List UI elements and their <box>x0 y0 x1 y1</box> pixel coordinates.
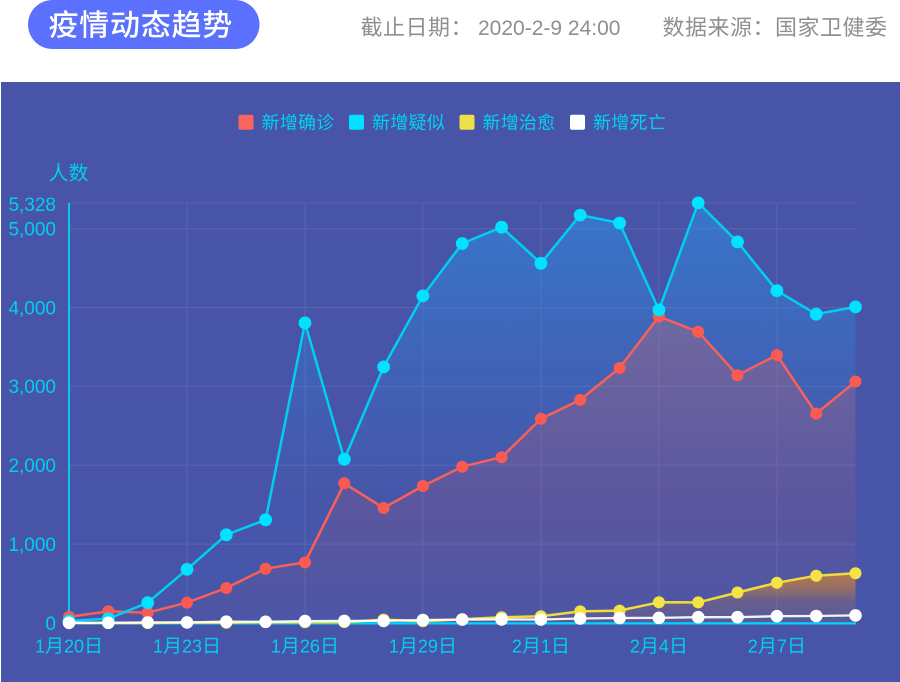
svg-text:1: 1 <box>153 637 163 657</box>
svg-text:1: 1 <box>541 637 551 657</box>
svg-text:29: 29 <box>418 637 438 657</box>
svg-text:2020-2-9 24:00: 2020-2-9 24:00 <box>478 17 620 40</box>
svg-text:3,000: 3,000 <box>8 377 56 398</box>
svg-text:20: 20 <box>64 637 84 657</box>
svg-text:1,000: 1,000 <box>8 535 56 556</box>
svg-text:0: 0 <box>45 614 56 635</box>
svg-text:23: 23 <box>182 637 202 657</box>
svg-text:5,328: 5,328 <box>8 195 56 216</box>
svg-text:2: 2 <box>512 637 522 657</box>
svg-text:1: 1 <box>389 637 399 657</box>
svg-text:2,000: 2,000 <box>8 456 56 477</box>
svg-text:2: 2 <box>748 637 758 657</box>
svg-text:26: 26 <box>300 637 320 657</box>
svg-text:1: 1 <box>271 637 281 657</box>
svg-text:4: 4 <box>659 637 669 657</box>
svg-text:1: 1 <box>35 637 45 657</box>
svg-text:7: 7 <box>777 637 787 657</box>
svg-text:4,000: 4,000 <box>8 298 56 319</box>
svg-text:5,000: 5,000 <box>8 220 56 241</box>
svg-text:2: 2 <box>630 637 640 657</box>
